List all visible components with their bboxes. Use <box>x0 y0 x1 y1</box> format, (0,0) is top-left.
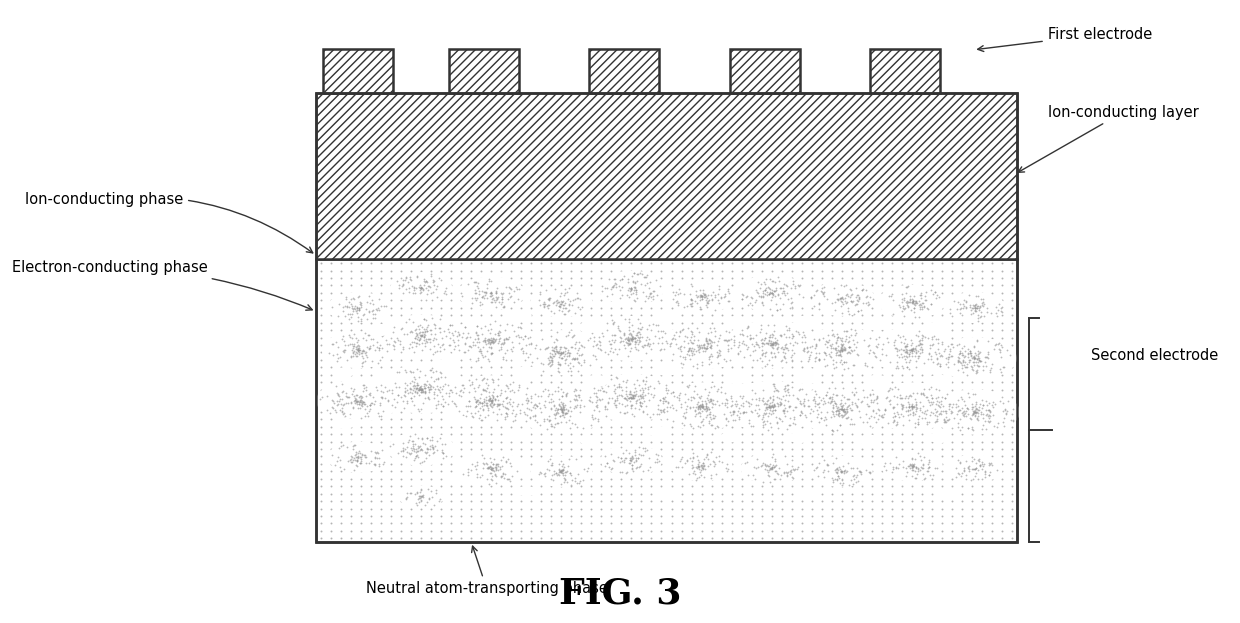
Circle shape <box>797 490 816 498</box>
Circle shape <box>794 385 889 433</box>
Text: First electrode: First electrode <box>977 27 1152 52</box>
Circle shape <box>513 385 609 433</box>
Circle shape <box>446 475 466 485</box>
Circle shape <box>327 442 389 473</box>
Circle shape <box>928 374 952 387</box>
Circle shape <box>932 337 1017 379</box>
Circle shape <box>735 275 808 312</box>
Circle shape <box>515 366 538 379</box>
Circle shape <box>811 456 873 487</box>
Circle shape <box>930 389 1019 435</box>
Circle shape <box>334 368 355 378</box>
Text: Ion-conducting layer: Ion-conducting layer <box>1018 105 1199 173</box>
Circle shape <box>867 327 957 373</box>
Circle shape <box>725 316 748 327</box>
Circle shape <box>878 285 945 319</box>
Circle shape <box>937 490 956 498</box>
Circle shape <box>864 374 889 387</box>
Circle shape <box>578 321 600 333</box>
Circle shape <box>374 369 398 381</box>
Circle shape <box>724 320 820 368</box>
Text: Second electrode: Second electrode <box>1091 348 1219 363</box>
Circle shape <box>655 363 678 376</box>
Bar <box>869 49 940 93</box>
Circle shape <box>946 454 1003 483</box>
Circle shape <box>436 358 461 370</box>
Circle shape <box>668 279 735 313</box>
Circle shape <box>507 310 532 322</box>
Circle shape <box>880 450 942 481</box>
Circle shape <box>440 375 542 426</box>
Circle shape <box>858 435 880 446</box>
Circle shape <box>598 271 665 305</box>
Circle shape <box>373 365 469 414</box>
Circle shape <box>531 456 593 487</box>
Circle shape <box>653 383 749 430</box>
Circle shape <box>929 432 951 443</box>
Circle shape <box>587 316 677 361</box>
Circle shape <box>579 435 600 445</box>
Bar <box>324 49 393 93</box>
Circle shape <box>671 450 733 481</box>
Circle shape <box>446 319 537 364</box>
Circle shape <box>796 327 887 373</box>
Circle shape <box>600 445 662 475</box>
Circle shape <box>321 331 394 368</box>
Bar <box>589 49 660 93</box>
Circle shape <box>399 485 444 508</box>
Text: FIG. 3: FIG. 3 <box>559 576 681 611</box>
Circle shape <box>327 292 389 323</box>
Circle shape <box>808 282 875 316</box>
Circle shape <box>584 374 609 387</box>
Circle shape <box>864 318 889 331</box>
Circle shape <box>445 415 467 426</box>
Circle shape <box>864 383 960 430</box>
Text: Neutral atom-transporting phase: Neutral atom-transporting phase <box>366 546 608 596</box>
Circle shape <box>516 486 537 497</box>
Circle shape <box>656 325 746 369</box>
Circle shape <box>795 315 818 328</box>
Circle shape <box>367 324 392 336</box>
Circle shape <box>795 372 818 384</box>
Circle shape <box>334 417 356 429</box>
Circle shape <box>508 429 531 440</box>
Circle shape <box>789 432 811 443</box>
Circle shape <box>720 381 822 432</box>
Bar <box>729 49 800 93</box>
Bar <box>449 49 520 93</box>
Bar <box>316 259 1017 542</box>
Circle shape <box>944 292 1006 323</box>
Circle shape <box>458 452 525 485</box>
Circle shape <box>379 315 464 357</box>
Circle shape <box>649 426 671 437</box>
Circle shape <box>719 432 740 442</box>
Circle shape <box>740 453 802 484</box>
Circle shape <box>391 272 453 303</box>
Circle shape <box>388 432 455 466</box>
Circle shape <box>657 490 676 498</box>
Circle shape <box>531 286 593 317</box>
Text: Ion-conducting phase: Ion-conducting phase <box>25 192 312 253</box>
Circle shape <box>655 310 678 322</box>
Bar <box>316 93 1017 259</box>
Circle shape <box>584 374 680 422</box>
Circle shape <box>458 277 525 310</box>
Bar <box>316 93 1017 542</box>
Circle shape <box>516 330 606 375</box>
Text: Electron-conducting phase: Electron-conducting phase <box>12 260 312 310</box>
Circle shape <box>724 372 749 384</box>
Circle shape <box>316 379 401 422</box>
Circle shape <box>928 321 952 333</box>
